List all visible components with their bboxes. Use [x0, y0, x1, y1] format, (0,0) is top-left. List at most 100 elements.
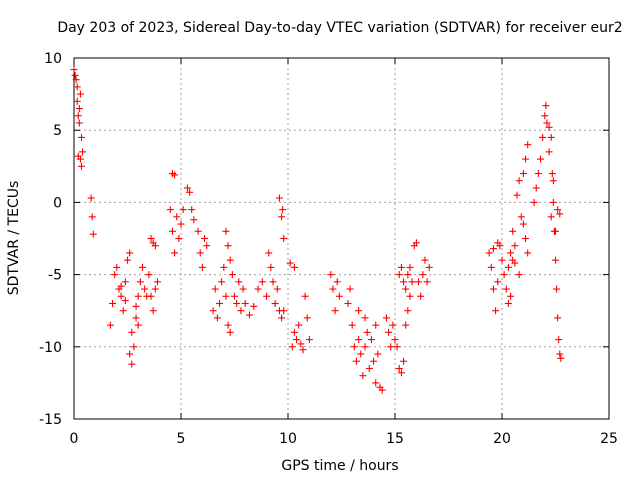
data-point [73, 97, 81, 105]
data-point [216, 299, 224, 307]
data-point [151, 242, 159, 250]
y-tick-label: 5 [53, 123, 62, 139]
data-point [168, 227, 176, 235]
data-point [183, 184, 191, 192]
data-point [554, 206, 562, 214]
data-point [186, 188, 194, 196]
data-point [547, 133, 555, 141]
data-point [331, 307, 339, 315]
x-tick-label: 10 [279, 431, 297, 447]
data-point [408, 278, 416, 286]
data-point [509, 227, 517, 235]
data-point [357, 350, 365, 358]
data-point [71, 71, 79, 79]
data-point [419, 271, 427, 279]
data-point [109, 299, 117, 307]
data-point [117, 292, 125, 300]
data-point [74, 112, 82, 120]
data-point [346, 285, 354, 293]
data-point [547, 213, 555, 221]
data-point [295, 321, 303, 329]
data-point [303, 314, 311, 322]
data-point [530, 198, 538, 206]
data-point [402, 285, 410, 293]
data-point [545, 148, 553, 156]
data-point [412, 239, 420, 247]
y-tick-label: -10 [39, 340, 62, 356]
x-tick-label: 15 [386, 431, 404, 447]
data-point [269, 278, 277, 286]
data-point [552, 256, 559, 264]
data-point [333, 278, 341, 286]
data-point [288, 343, 296, 351]
data-point [258, 278, 266, 286]
x-tick-label: 25 [600, 431, 618, 447]
data-point [147, 292, 155, 300]
data-point [370, 357, 378, 365]
data-point [290, 263, 298, 271]
data-point [254, 285, 262, 293]
data-point [222, 292, 230, 300]
data-point [132, 302, 140, 310]
data-point [327, 271, 335, 279]
data-point [126, 350, 134, 358]
data-point [344, 299, 352, 307]
data-point [138, 263, 146, 271]
data-point [539, 133, 547, 141]
data-point [489, 285, 497, 293]
data-point [279, 206, 287, 214]
data-point [507, 249, 515, 257]
data-point [79, 148, 87, 156]
data-point [485, 249, 493, 257]
data-point [359, 372, 367, 380]
data-point [423, 278, 431, 286]
data-point [500, 271, 508, 279]
chart-title: Day 203 of 2023, Sidereal Day-to-day VTE… [57, 20, 622, 36]
data-point [190, 216, 198, 224]
data-point [130, 343, 138, 351]
data-point [77, 133, 85, 141]
data-point [231, 292, 238, 300]
data-point [175, 235, 183, 242]
data-point [365, 364, 373, 372]
axis-ticks [73, 57, 610, 420]
data-point [121, 297, 129, 305]
data-point [149, 307, 157, 315]
data-point [402, 321, 410, 329]
data-point [355, 307, 363, 315]
data-point [106, 321, 114, 329]
data-point [395, 364, 403, 372]
data-point [280, 235, 288, 242]
data-point [335, 292, 343, 300]
data-point [126, 249, 134, 257]
data-point [113, 263, 121, 271]
data-point [218, 278, 226, 286]
data-point [299, 346, 307, 354]
data-point [372, 321, 380, 329]
data-point [196, 249, 204, 257]
data-point [235, 278, 243, 286]
data-point [263, 292, 271, 300]
data-point [363, 328, 371, 336]
data-point [75, 105, 83, 113]
data-point [537, 155, 545, 163]
data-point [119, 307, 127, 315]
data-point [151, 285, 159, 293]
data-point [395, 271, 403, 279]
data-point [532, 184, 540, 192]
data-point [389, 321, 397, 329]
data-point [404, 271, 412, 279]
data-point [275, 194, 283, 202]
data-point [511, 242, 519, 250]
data-point [361, 314, 369, 322]
data-point [400, 357, 408, 365]
data-point [273, 285, 281, 293]
data-point [171, 171, 179, 179]
data-point [211, 285, 219, 293]
data-point [522, 235, 530, 242]
data-point [228, 271, 236, 279]
data-point [278, 314, 286, 322]
data-point [385, 328, 393, 336]
data-point [250, 302, 258, 310]
